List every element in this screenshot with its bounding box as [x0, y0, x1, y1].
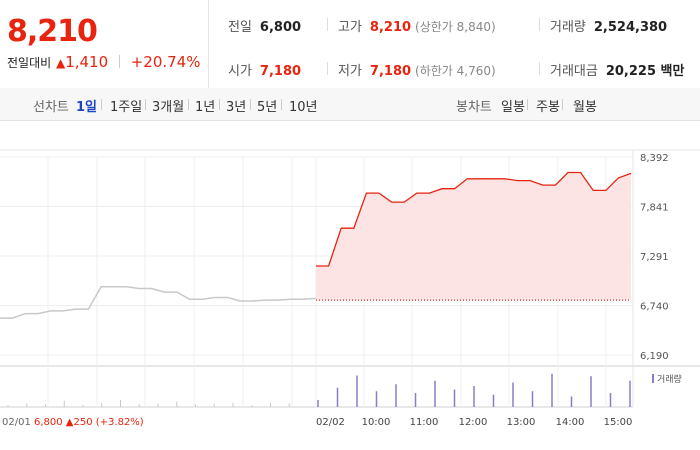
low-label: 저가 [338, 64, 362, 79]
volume-label: 거래량 [550, 20, 586, 35]
today-price-line [316, 171, 632, 267]
volume-stat: 거래량 2,524,380 [550, 16, 667, 35]
low-stat: 저가 7,180 (하한가 4,760) [338, 60, 496, 79]
y-tick-label: 7,291 [640, 252, 669, 263]
divider [527, 99, 528, 110]
prev-close-info: 6,800 ▲250 (+3.82%) [34, 417, 144, 428]
divider [250, 99, 251, 110]
high-label: 고가 [338, 20, 362, 35]
upper-limit: (상한가 8,840) [415, 20, 496, 34]
open-value: 7,180 [259, 64, 302, 79]
amount-label: 거래대금 [550, 64, 598, 79]
y-tick-label: 6,740 [640, 302, 669, 313]
open-label: 시가 [228, 64, 252, 79]
tab-weekly[interactable]: 주봉 [536, 100, 560, 115]
amount-stat: 거래대금 20,225 백만 [550, 60, 684, 79]
change-value: 1,410 [65, 53, 109, 71]
current-price: 8,210 [7, 14, 98, 49]
divider [188, 99, 189, 110]
tab-3y[interactable]: 3년 [226, 100, 247, 115]
quote-header: 8,210 전일대비 ▲1,410 +20.74% 전일 6,800 시가 7,18… [0, 0, 700, 89]
y-tick-label: 7,841 [640, 203, 669, 214]
candle-chart-label: 봉차트 [456, 100, 492, 115]
y-tick-label: 8,392 [640, 153, 669, 164]
tab-3m[interactable]: 3개월 [152, 100, 185, 115]
tab-10y[interactable]: 10년 [289, 100, 318, 115]
x-tick-label: 11:00 [410, 417, 439, 428]
change-percent: +20.74% [130, 53, 201, 71]
prev-close-stat: 전일 6,800 [228, 16, 301, 35]
prev-close-value: 6,800 [259, 20, 302, 35]
volume-legend-swatch [652, 374, 654, 383]
high-value: 8,210 [369, 20, 412, 35]
tab-monthly[interactable]: 월봉 [573, 100, 597, 115]
divider [281, 99, 282, 110]
divider [327, 62, 328, 75]
divider [539, 18, 540, 31]
tab-1w[interactable]: 1주일 [110, 100, 143, 115]
divider [562, 99, 563, 110]
divider [327, 18, 328, 31]
divider [219, 99, 220, 110]
prev-close-label: 전일 [228, 20, 252, 35]
y-tick-label: 6,190 [640, 351, 669, 362]
chart-period-tabs: 선차트 1일 1주일 3개월 1년 3년 5년 10년 봉차트 일봉 주봉 월봉 [0, 88, 700, 121]
x-tick-label: 13:00 [507, 417, 536, 428]
line-chart-label: 선차트 [33, 100, 69, 115]
lower-limit: (하한가 4,760) [415, 64, 496, 78]
tab-5y[interactable]: 5년 [257, 100, 278, 115]
low-value: 7,180 [369, 64, 412, 79]
x-tick-label: 10:00 [362, 417, 391, 428]
divider [145, 99, 146, 110]
x-tick-label: 02/02 [316, 417, 345, 428]
x-tick-label: 12:00 [459, 417, 488, 428]
tab-1y[interactable]: 1년 [195, 100, 216, 115]
up-arrow-icon: ▲ [55, 56, 66, 70]
high-stat: 고가 8,210 (상한가 8,840) [338, 16, 496, 35]
divider [118, 55, 120, 68]
tab-1d[interactable]: 1일 [76, 100, 98, 115]
x-tick-label: 15:00 [604, 417, 633, 428]
price-change: 전일대비 ▲1,410 +20.74% [7, 53, 200, 71]
prev-day-price-line [0, 285, 317, 319]
volume-value: 2,524,380 [593, 20, 668, 35]
prev-date-label: 02/01 [2, 417, 31, 428]
change-label: 전일대비 [7, 56, 52, 70]
volume-legend-label: 거래량 [657, 373, 682, 385]
x-tick-label: 14:00 [556, 417, 585, 428]
tab-daily[interactable]: 일봉 [501, 100, 525, 115]
today-price-area [316, 172, 631, 301]
open-stat: 시가 7,180 [228, 60, 301, 79]
price-box: 8,210 전일대비 ▲1,410 +20.74% [0, 0, 209, 88]
divider [539, 62, 540, 75]
divider [101, 99, 102, 110]
amount-value: 20,225 백만 [605, 64, 685, 79]
